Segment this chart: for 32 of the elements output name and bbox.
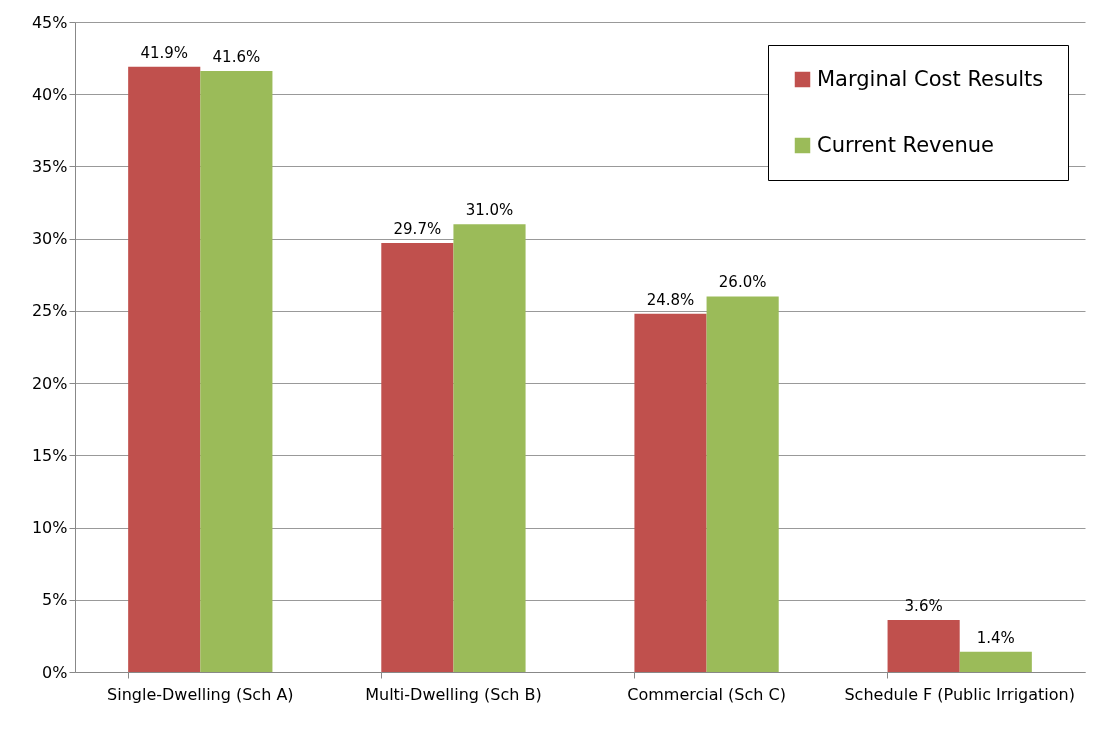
bar [200,71,273,672]
y-tick-label: 20% [31,373,68,393]
y-tick-label: 30% [31,229,68,249]
bar [634,313,707,672]
x-tick-label: Multi-Dwelling (Sch B) [365,684,542,704]
data-label: 1.4% [976,628,1015,647]
bar [887,620,960,672]
bar [706,296,779,672]
bar [381,243,454,672]
data-label: 24.8% [646,290,695,309]
data-label: 29.7% [393,220,442,238]
x-tick-label: Single-Dwelling (Sch A) [107,684,294,704]
y-tick-label: 40% [31,84,68,104]
x-tick-label: Commercial (Sch C) [627,684,786,704]
bar [959,651,1032,672]
x-tick-label: Schedule F (Public Irrigation) [844,684,1075,704]
y-tick-label: 0% [42,662,68,682]
y-tick-label: 35% [31,156,68,176]
data-label: 41.9% [140,43,189,62]
y-tick-label: 25% [31,301,68,321]
bar [128,66,201,672]
data-label: 41.6% [212,48,261,67]
bar [453,224,526,672]
data-label: 26.0% [718,273,767,292]
y-tick-label: 10% [31,518,68,538]
data-label: 3.6% [904,597,943,615]
data-label: 31.0% [465,201,514,220]
y-tick-label: 5% [42,590,68,610]
y-tick-label: 15% [31,445,68,465]
legend-label: Current Revenue [817,132,995,157]
legend-label: Marginal Cost Results [817,66,1044,91]
y-tick-label: 45% [31,12,68,32]
